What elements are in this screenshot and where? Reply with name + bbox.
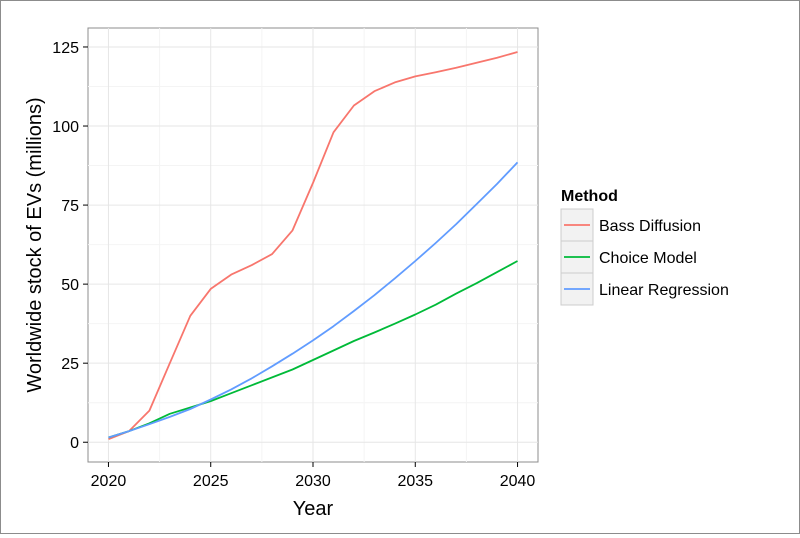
series-line-choice-model (108, 260, 518, 439)
x-tick-label: 2035 (397, 473, 433, 490)
y-tick-label: 0 (70, 435, 79, 452)
x-axis-title: Year (293, 498, 334, 520)
legend: Method Bass Diffusion Choice Model Linear … (560, 188, 729, 306)
series-lines (108, 51, 519, 440)
y-tick-label: 25 (61, 356, 79, 373)
legend-label-choice-model: Choice Model (599, 250, 697, 267)
y-tick-label: 125 (52, 40, 79, 57)
x-tick-label: 2020 (91, 473, 127, 490)
y-axis: 0 25 50 75 100 125 (52, 40, 88, 452)
legend-label-bass-diffusion: Bass Diffusion (599, 218, 701, 235)
x-tick-label: 2025 (193, 473, 229, 490)
legend-label-linear-regression: Linear Regression (599, 282, 729, 299)
y-tick-label: 50 (61, 277, 79, 294)
legend-title: Method (561, 188, 618, 205)
y-tick-label: 75 (61, 198, 79, 215)
x-axis: 2020 2025 2030 2035 2040 (91, 462, 536, 490)
series-line-bass-diffusion (108, 51, 518, 440)
series-line-linear-regression (108, 161, 519, 439)
x-tick-label: 2040 (500, 473, 536, 490)
y-axis-title: Worldwide stock of EVs (millions) (24, 97, 46, 392)
y-tick-label: 100 (52, 119, 79, 136)
grid-major (88, 28, 538, 462)
x-tick-label: 2030 (295, 473, 331, 490)
